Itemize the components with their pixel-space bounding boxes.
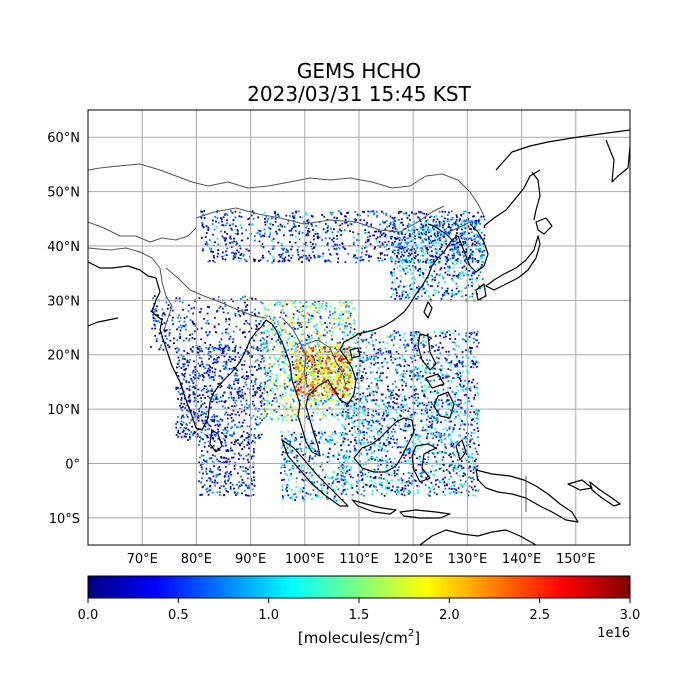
lon-tick-label: 130°E (448, 552, 488, 567)
coastline-luzon (417, 333, 437, 371)
lon-tick-label: 120°E (393, 552, 433, 567)
coastline-india (151, 291, 267, 431)
coastline-sumatra (281, 439, 349, 507)
coastline-sri-lanka (209, 429, 223, 453)
coastline-australia-north (419, 529, 537, 545)
border-china-korea (447, 221, 471, 233)
colorbar-tick-label: 0.5 (168, 608, 189, 623)
colorbar-tick-label: 1.0 (258, 608, 279, 623)
coastline-halmahera (455, 439, 467, 461)
coastline-hainan (349, 347, 361, 359)
coastline-bangladesh-myanmar (265, 319, 303, 429)
hcho-data-layer (150, 210, 486, 502)
coastline-solomon-islands (589, 481, 621, 507)
coastline-lesser-sunda (399, 509, 451, 519)
coastline-indochina (307, 333, 359, 405)
border-russia-kazakhstan (88, 163, 485, 217)
coastline-borneo (353, 417, 415, 473)
coastline-sulawesi (411, 443, 437, 483)
lon-tick-label: 100°E (285, 552, 325, 567)
lat-tick-label: 10°S (49, 512, 80, 527)
colorbar-exponent: 1e16 (597, 626, 630, 641)
coastline-new-guinea (475, 469, 579, 523)
coastline-taiwan (423, 301, 433, 319)
coastline-mindanao (433, 391, 455, 419)
coastline-kyushu (475, 283, 487, 301)
colorbar-tick-label: 1.5 (349, 608, 370, 623)
colorbar-label: [molecules/cm2] (298, 628, 420, 647)
lon-tick-label: 80°E (181, 552, 212, 567)
lon-tick-label: 110°E (339, 552, 379, 567)
colorbar-label-text: [molecules/cm (298, 629, 408, 647)
gridlines (88, 110, 630, 545)
coastline-korea (451, 223, 489, 273)
lat-tick-label: 30°N (47, 294, 80, 309)
lat-tick-label: 60°N (47, 131, 80, 146)
coastline-arabia (88, 317, 119, 327)
coastline-south-china (357, 265, 433, 335)
colorbar-label-superscript: 2 (408, 628, 414, 639)
coastline-visayas (425, 373, 445, 389)
map-area (87, 109, 631, 546)
lat-tick-label: 20°N (47, 349, 80, 364)
colorbar-tick-label: 2.5 (529, 608, 550, 623)
border-central-asia (88, 221, 197, 243)
border-china-mongolia (195, 205, 445, 233)
coastline-okhotsk (495, 129, 630, 171)
map-subtitle: 2023/03/31 15:45 KST (247, 82, 471, 106)
coastlines-borders (88, 129, 630, 545)
border-myanmar-thailand (281, 317, 309, 389)
coastline-honshu (485, 235, 541, 291)
colorbar-tick-label: 0.0 (78, 608, 99, 623)
latitude-labels: 60°N 50°N 40°N 30°N 20°N 10°N 0° 10°S (47, 131, 80, 527)
colorbar-label-end: ] (414, 629, 420, 647)
map-frame (87, 109, 631, 546)
colorbar-gradient (87, 575, 631, 599)
border-laos-vietnam (305, 339, 347, 387)
coastline-kamchatka (605, 139, 630, 183)
colorbar-ticks: 0.0 0.5 1.0 1.5 2.0 2.5 3.0 (78, 598, 641, 623)
colorbar: 0.0 0.5 1.0 1.5 2.0 2.5 3.0 1e16 [molecules/cm… (78, 575, 641, 647)
border-india-pakistan (163, 295, 173, 331)
lon-tick-label: 140°E (502, 552, 542, 567)
coastline-russia-far-east (483, 169, 541, 227)
colorbar-tick-label: 3.0 (620, 608, 641, 623)
colorbar-tick-label: 2.0 (439, 608, 460, 623)
coastline-sakhalin (531, 171, 541, 221)
coastline-iran-pakistan (88, 261, 161, 293)
map-title: GEMS HCHO (297, 59, 421, 83)
coastline-bismarck (567, 479, 593, 491)
lon-tick-label: 90°E (235, 552, 266, 567)
lat-tick-label: 10°N (47, 403, 80, 418)
border-afghanistan-pakistan (88, 247, 167, 297)
lat-tick-label: 50°N (47, 186, 80, 201)
lat-tick-label: 40°N (47, 240, 80, 255)
lon-tick-label: 150°E (556, 552, 596, 567)
coastline-hokkaido (535, 217, 553, 235)
longitude-labels: 70°E 80°E 90°E 100°E 110°E 120°E 130°E 140°E 150… (127, 552, 596, 567)
lon-tick-label: 70°E (127, 552, 158, 567)
coastline-malay-peninsula (301, 395, 321, 457)
coastline-java (351, 499, 397, 515)
border-india-china (165, 267, 267, 319)
lat-tick-label: 0° (65, 457, 80, 472)
